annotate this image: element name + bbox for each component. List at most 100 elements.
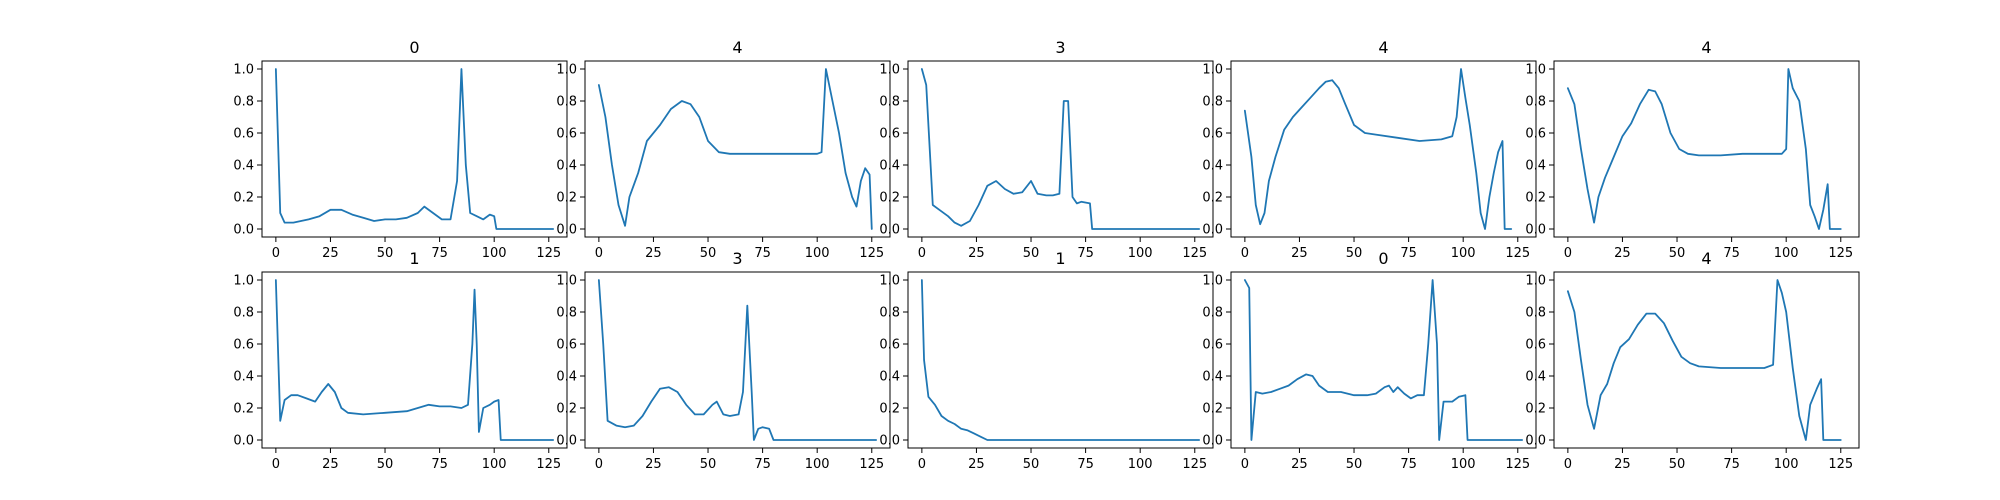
series-line-0 bbox=[1243, 68, 1513, 230]
y-tick-label: 0.0 bbox=[879, 434, 900, 449]
subplot-0: 0 25 50 75 100 125 0.0 0.2 0.4 0.6 0.8 1.0 0 bbox=[233, 38, 568, 261]
x-tick-label: 100 bbox=[482, 457, 507, 472]
y-tick-label: 0.8 bbox=[1202, 306, 1223, 321]
subplot-2: 0 25 50 75 100 125 0.0 0.2 0.4 0.6 0.8 1.0 3 bbox=[879, 38, 1214, 261]
subplot-9: 0 25 50 75 100 125 0.0 0.2 0.4 0.6 0.8 1.0 4 bbox=[1525, 249, 1860, 472]
y-tick-label: 0.8 bbox=[233, 306, 254, 321]
subplot-4: 0 25 50 75 100 125 0.0 0.2 0.4 0.6 0.8 1.0 4 bbox=[1525, 38, 1860, 261]
y-tick-label: 0.4 bbox=[879, 370, 900, 385]
x-tick-label: 25 bbox=[1614, 246, 1631, 261]
y-tick-label: 0.6 bbox=[556, 338, 577, 353]
x-tick-label: 100 bbox=[1774, 246, 1799, 261]
x-tick-label: 25 bbox=[968, 457, 985, 472]
series-line-0 bbox=[920, 279, 1201, 441]
y-tick-label: 1.0 bbox=[1202, 63, 1223, 78]
x-tick-label: 100 bbox=[1451, 457, 1476, 472]
x-tick-label: 0 bbox=[595, 246, 603, 261]
axes-frame bbox=[1553, 271, 1860, 449]
x-tick-label: 75 bbox=[1077, 246, 1094, 261]
y-tick-label: 0.2 bbox=[556, 191, 577, 206]
y-tick-label: 0.4 bbox=[1525, 370, 1546, 385]
y-tick-label: 1.0 bbox=[233, 274, 254, 289]
subplot-3: 0 25 50 75 100 125 0.0 0.2 0.4 0.6 0.8 1.0 4 bbox=[1202, 38, 1537, 261]
subplot-6: 0 25 50 75 100 125 0.0 0.2 0.4 0.6 0.8 1.0 3 bbox=[556, 249, 891, 472]
y-tick-label: 1.0 bbox=[879, 274, 900, 289]
x-tick-label: 125 bbox=[1828, 457, 1853, 472]
y-tick-label: 0.0 bbox=[1525, 223, 1546, 238]
x-tick-label: 50 bbox=[700, 246, 717, 261]
y-tick-label: 0.4 bbox=[1202, 159, 1223, 174]
x-tick-label: 50 bbox=[377, 246, 394, 261]
x-tick-label: 125 bbox=[536, 246, 561, 261]
series-line-0 bbox=[597, 68, 873, 230]
y-tick-label: 1.0 bbox=[233, 63, 254, 78]
y-tick-label: 0.4 bbox=[1202, 370, 1223, 385]
axes-frame bbox=[584, 271, 891, 449]
y-tick-label: 1.0 bbox=[1202, 274, 1223, 289]
y-tick-label: 0.2 bbox=[1202, 402, 1223, 417]
x-tick-label: 100 bbox=[1128, 246, 1153, 261]
subplot-title: 1 bbox=[409, 249, 419, 268]
x-tick-label: 75 bbox=[754, 457, 771, 472]
x-tick-label: 100 bbox=[805, 246, 830, 261]
subplot-title: 1 bbox=[1055, 249, 1065, 268]
y-tick-label: 0.6 bbox=[233, 127, 254, 142]
y-tick-label: 0.6 bbox=[879, 127, 900, 142]
x-tick-label: 0 bbox=[1564, 246, 1572, 261]
x-tick-label: 100 bbox=[1451, 246, 1476, 261]
x-tick-label: 75 bbox=[1723, 246, 1740, 261]
y-tick-label: 0.6 bbox=[1525, 127, 1546, 142]
y-tick-label: 0.6 bbox=[556, 127, 577, 142]
x-tick-label: 0 bbox=[1241, 457, 1249, 472]
x-tick-label: 0 bbox=[918, 457, 926, 472]
x-tick-label: 50 bbox=[1023, 246, 1040, 261]
y-tick-label: 0.6 bbox=[1202, 127, 1223, 142]
subplot-5: 0 25 50 75 100 125 0.0 0.2 0.4 0.6 0.8 1.0 1 bbox=[233, 249, 568, 472]
y-tick-label: 0.2 bbox=[879, 191, 900, 206]
x-tick-label: 50 bbox=[377, 457, 394, 472]
y-tick-label: 0.8 bbox=[556, 306, 577, 321]
x-tick-label: 0 bbox=[1241, 246, 1249, 261]
x-tick-label: 50 bbox=[1346, 457, 1363, 472]
y-tick-label: 0.0 bbox=[556, 223, 577, 238]
axes-frame bbox=[907, 271, 1214, 449]
x-tick-label: 50 bbox=[1669, 246, 1686, 261]
x-tick-label: 125 bbox=[859, 457, 884, 472]
x-tick-label: 125 bbox=[1182, 457, 1207, 472]
x-tick-label: 75 bbox=[1723, 457, 1740, 472]
y-tick-label: 1.0 bbox=[1525, 63, 1546, 78]
y-tick-label: 0.8 bbox=[879, 306, 900, 321]
subplot-title: 4 bbox=[732, 38, 742, 57]
y-tick-label: 0.6 bbox=[1202, 338, 1223, 353]
series-line-0 bbox=[274, 279, 555, 441]
series-line-0 bbox=[597, 279, 878, 441]
y-tick-label: 0.0 bbox=[879, 223, 900, 238]
y-tick-label: 1.0 bbox=[879, 63, 900, 78]
y-tick-label: 0.2 bbox=[233, 402, 254, 417]
x-tick-label: 125 bbox=[859, 246, 884, 261]
x-tick-label: 50 bbox=[1023, 457, 1040, 472]
x-tick-label: 0 bbox=[918, 246, 926, 261]
x-tick-label: 125 bbox=[1505, 457, 1530, 472]
axes-frame bbox=[1230, 60, 1537, 238]
x-tick-label: 0 bbox=[595, 457, 603, 472]
axes-frame bbox=[261, 60, 568, 238]
subplot-title: 3 bbox=[732, 249, 742, 268]
y-tick-label: 0.8 bbox=[556, 95, 577, 110]
series-line-0 bbox=[920, 68, 1201, 230]
y-tick-label: 0.4 bbox=[556, 370, 577, 385]
subplot-title: 0 bbox=[409, 38, 419, 57]
series-line-0 bbox=[1243, 279, 1524, 441]
subplot-7: 0 25 50 75 100 125 0.0 0.2 0.4 0.6 0.8 1.0 1 bbox=[879, 249, 1214, 472]
y-tick-label: 1.0 bbox=[556, 274, 577, 289]
x-tick-label: 50 bbox=[1669, 457, 1686, 472]
x-tick-label: 100 bbox=[1128, 457, 1153, 472]
x-tick-label: 75 bbox=[431, 457, 448, 472]
y-tick-label: 0.4 bbox=[1525, 159, 1546, 174]
y-tick-label: 0.2 bbox=[233, 191, 254, 206]
axes-frame bbox=[261, 271, 568, 449]
series-line-0 bbox=[274, 68, 555, 230]
series-line-0 bbox=[1566, 279, 1842, 441]
x-tick-label: 75 bbox=[1400, 246, 1417, 261]
